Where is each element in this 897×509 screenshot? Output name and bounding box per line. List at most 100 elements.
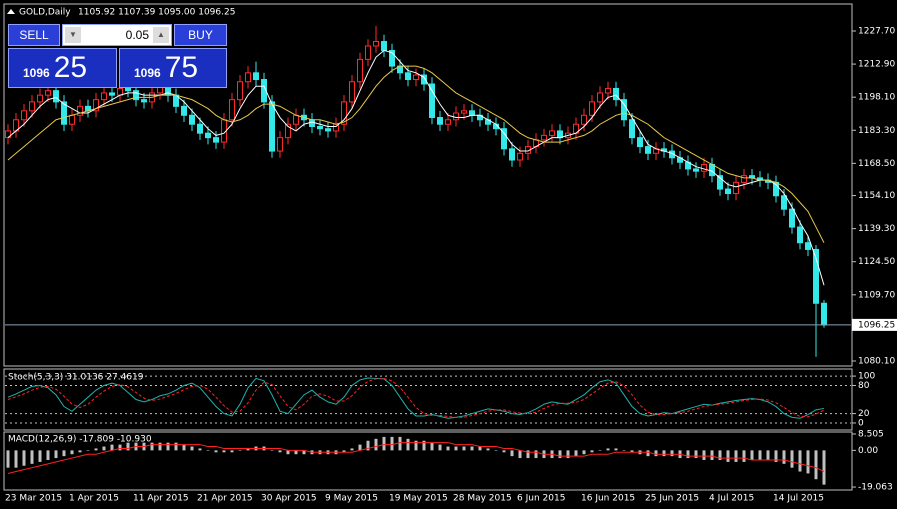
x-tick-label: 28 May 2015 <box>453 494 512 504</box>
macd-bar <box>238 450 242 451</box>
macd-bar <box>246 448 250 451</box>
x-tick-label: 25 Jun 2015 <box>645 494 699 504</box>
price-label: 1096.25 <box>858 320 895 330</box>
macd-bar <box>558 450 562 459</box>
lot-spinner[interactable]: ▼ 0.05 ▲ <box>62 24 172 46</box>
y-tick-label: 1198.10 <box>858 93 895 103</box>
macd-bar <box>446 446 450 451</box>
candle-body <box>629 119 635 139</box>
y-tick-label: 0 <box>858 418 864 428</box>
macd-bar <box>566 450 570 459</box>
menu-arrow[interactable] <box>7 9 15 14</box>
x-tick-label: 11 Apr 2015 <box>133 494 189 504</box>
macd-bar <box>222 450 226 453</box>
macd-bar <box>110 444 114 451</box>
macd-bar <box>278 450 282 453</box>
macd-bar <box>398 436 402 451</box>
x-tick-label: 30 Apr 2015 <box>261 494 317 504</box>
lot-value[interactable]: 0.05 <box>125 28 149 42</box>
candle-body <box>37 94 43 103</box>
candle-body <box>21 110 27 121</box>
candle-body <box>341 101 347 125</box>
candle-body <box>469 110 475 116</box>
lot-up[interactable]: ▲ <box>153 27 169 43</box>
macd-bar <box>374 438 378 451</box>
candle-body <box>621 99 627 121</box>
macd-bar <box>414 440 418 451</box>
candle-body <box>237 81 243 101</box>
y-tick-label: 100 <box>858 372 875 382</box>
macd-bar <box>822 450 826 485</box>
macd-bar <box>358 444 362 451</box>
macd-bar <box>742 450 746 462</box>
candle-body <box>245 72 251 83</box>
candle-body <box>509 148 515 161</box>
sell-button[interactable]: SELL <box>8 24 60 46</box>
macd-bar <box>430 442 434 451</box>
candle-body <box>293 114 299 125</box>
macd-bar <box>126 442 130 451</box>
macd-bar <box>22 450 26 466</box>
macd-bar <box>494 450 498 451</box>
macd-bar <box>582 450 586 455</box>
macd-bar <box>478 446 482 451</box>
candle-body <box>581 114 587 125</box>
candle-body <box>125 87 131 92</box>
macd-bar <box>286 450 290 455</box>
ask-quote[interactable]: 1096 75 <box>119 48 227 88</box>
candle-body <box>189 114 195 125</box>
macd-bar <box>614 448 618 451</box>
buy-button[interactable]: BUY <box>174 24 227 46</box>
macd-bar <box>54 450 58 459</box>
bid-big: 1096 <box>23 66 50 80</box>
y-tick-label: 1227.70 <box>858 27 895 37</box>
macd-bar <box>454 446 458 451</box>
candle-body <box>365 45 371 60</box>
candle-body <box>797 226 803 244</box>
macd-bar <box>486 448 490 451</box>
candle-body <box>109 92 115 96</box>
x-tick-label: 19 May 2015 <box>389 494 448 504</box>
macd-pane <box>3 431 853 491</box>
macd-bar <box>598 450 602 451</box>
candle-body <box>213 137 219 143</box>
candle-body <box>405 72 411 81</box>
y-tick-label: 0.00 <box>858 446 878 456</box>
candle-body <box>421 74 427 85</box>
y-tick-label: 1212.90 <box>858 60 895 70</box>
y-tick-label: 1080.10 <box>858 356 895 366</box>
candle-body <box>437 117 443 125</box>
macd-bar <box>702 450 706 460</box>
x-tick-label: 6 Jun 2015 <box>517 494 565 504</box>
candle-body <box>141 99 147 103</box>
macd-bar <box>214 450 218 453</box>
macd-bar <box>758 450 762 460</box>
lot-down[interactable]: ▼ <box>65 27 81 43</box>
macd-bar <box>774 450 778 462</box>
y-tick-label: 20 <box>858 409 870 419</box>
candle-body <box>725 188 731 195</box>
macd-bar <box>118 444 122 451</box>
candle-body <box>501 128 507 150</box>
macd-bar <box>654 450 658 457</box>
bid-quote[interactable]: 1096 25 <box>8 48 117 88</box>
macd-bar <box>502 450 506 453</box>
candle-body <box>309 119 315 127</box>
macd-bar <box>518 450 522 459</box>
macd-bar <box>670 450 674 457</box>
candle-body <box>381 41 387 51</box>
candle-body <box>541 134 547 141</box>
macd-bar <box>750 450 754 460</box>
macd-bar <box>438 444 442 451</box>
macd-bar <box>734 450 738 462</box>
ask-small: 75 <box>164 51 199 84</box>
candle-body <box>93 99 99 112</box>
macd-bar <box>182 444 186 451</box>
macd-bar <box>350 448 354 451</box>
macd-bar <box>62 450 66 457</box>
candle-body <box>229 99 235 121</box>
candle-body <box>717 175 723 190</box>
candle-body <box>317 125 323 130</box>
macd-signal <box>7 442 825 474</box>
